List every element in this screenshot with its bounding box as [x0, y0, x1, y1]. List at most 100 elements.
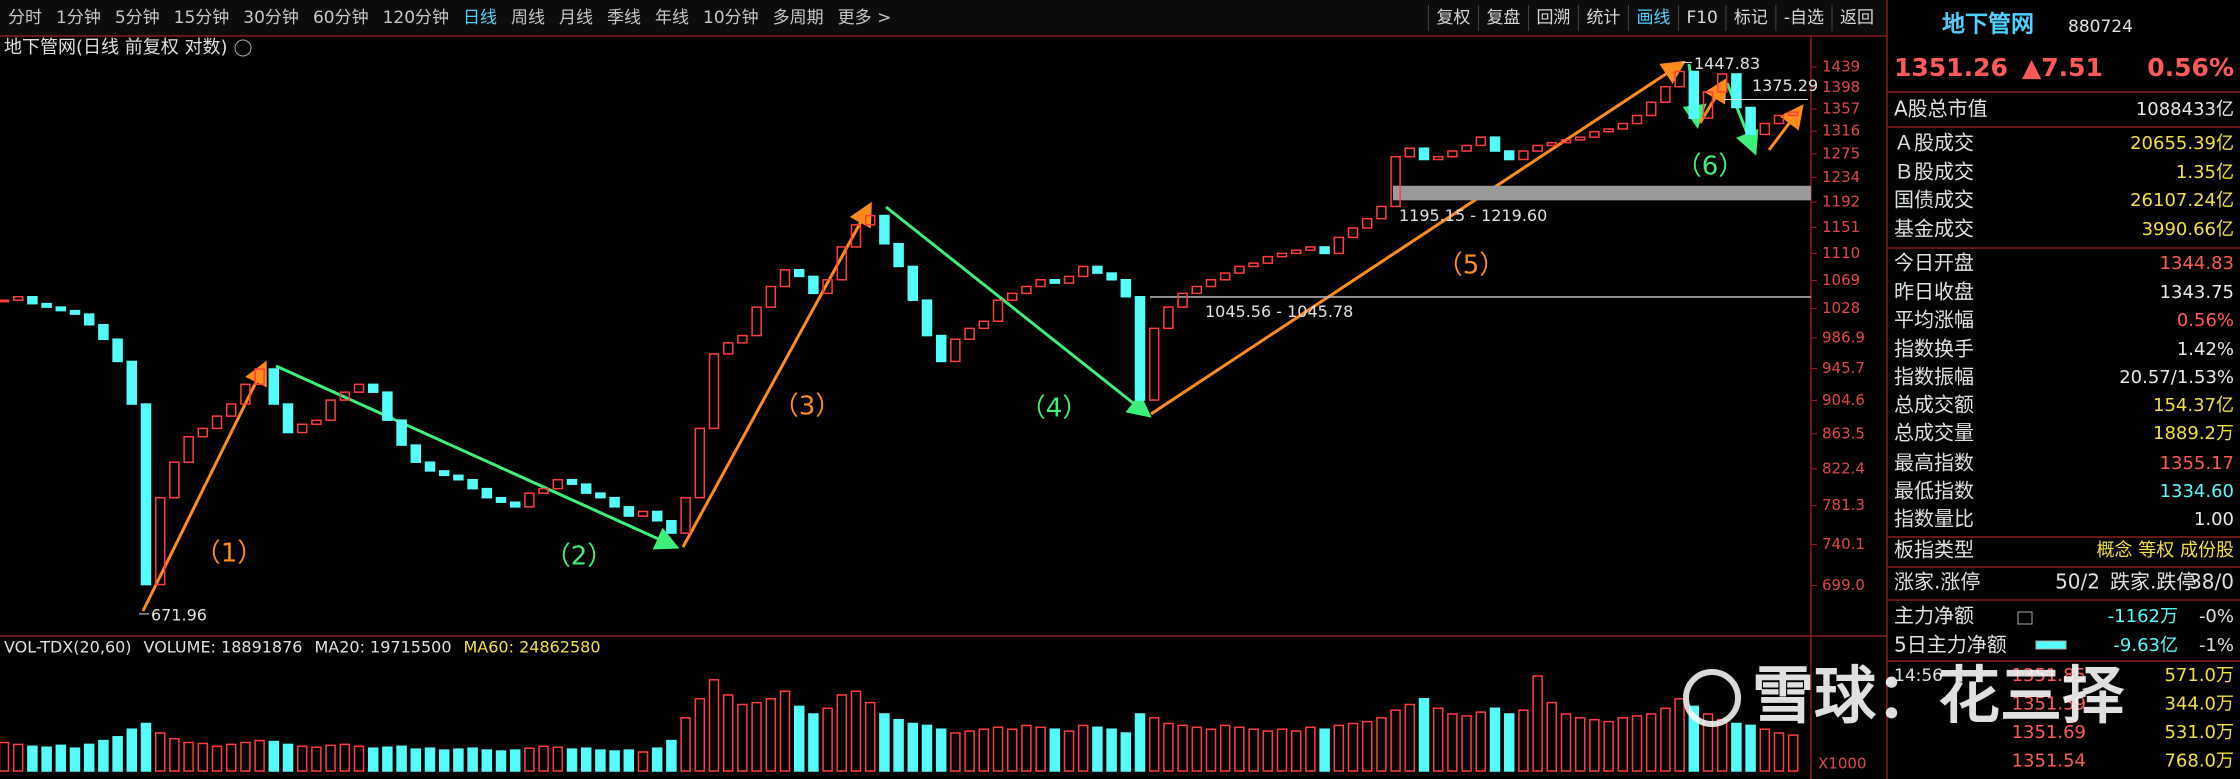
toolbar-button[interactable]: 回溯 [1536, 8, 1570, 28]
volume-bar [1148, 717, 1160, 772]
period-tab[interactable]: 分时 [8, 8, 42, 28]
toolbar-button[interactable]: 统计 [1586, 8, 1620, 28]
volume-bar [268, 740, 280, 772]
price-zone [1393, 185, 1811, 201]
flow-icon [2017, 611, 2033, 625]
volume-bar [0, 741, 10, 772]
candle [197, 427, 209, 438]
candle [1503, 150, 1515, 161]
volume-bar [1475, 711, 1487, 772]
volume-bar [112, 736, 123, 772]
volume-bar [240, 741, 251, 772]
candle [1177, 292, 1188, 308]
candle [509, 501, 521, 508]
candle [964, 327, 975, 340]
volume-bar [1333, 724, 1345, 772]
candle [779, 269, 791, 288]
candle [1049, 279, 1061, 284]
period-tab[interactable]: 5分钟 [115, 8, 160, 28]
volume-bar [254, 739, 265, 772]
period-tab[interactable]: 日线 [463, 8, 497, 28]
stat-label: 指数量比 [1894, 507, 1974, 531]
volume-bar [1205, 728, 1217, 772]
zone-label: 1195.15 - 1219.60 [1399, 206, 1547, 225]
volume-bar [211, 745, 223, 772]
stat-value: 1344.83 [2160, 253, 2234, 274]
y-tick-label: 1069 [1822, 271, 1860, 289]
candle [1461, 144, 1472, 152]
volume-bar [509, 749, 521, 772]
volume-bar [169, 737, 180, 772]
title-menu-icon[interactable] [234, 39, 252, 57]
price-zone [1150, 296, 1811, 298]
candle [1376, 205, 1387, 220]
trend-arrow [885, 205, 1152, 418]
period-tab[interactable]: 年线 [655, 8, 689, 28]
candle [552, 478, 564, 490]
stat-value: 1.00 [2194, 509, 2234, 530]
toolbar-button[interactable]: 复盘 [1486, 8, 1520, 28]
stat-label: 最高指数 [1894, 451, 1974, 475]
period-tab[interactable]: 15分钟 [174, 8, 230, 28]
volume-bar [1120, 732, 1132, 772]
candle [211, 415, 223, 430]
period-tab[interactable]: 更多 > [838, 8, 892, 28]
volume-bar [879, 713, 890, 772]
toolbar-button[interactable]: 画线 [1636, 8, 1670, 28]
toolbar-button[interactable]: F10 [1686, 8, 1717, 28]
period-tab[interactable]: 10分钟 [703, 8, 759, 28]
toolbar-button[interactable]: -自选 [1784, 8, 1824, 28]
period-tab[interactable]: 周线 [511, 8, 545, 28]
volume-bar [1191, 726, 1203, 772]
candle [580, 483, 592, 494]
candle [566, 478, 578, 485]
candle [694, 427, 706, 499]
candle [126, 360, 138, 405]
volume-bar [950, 732, 961, 772]
candle [240, 383, 251, 405]
candle [453, 474, 464, 481]
breadth-item: 跌家.跌停 [2110, 570, 2196, 594]
candle [140, 403, 152, 586]
toolbar-button[interactable]: 返回 [1840, 8, 1874, 28]
volume-bar [424, 747, 436, 772]
y-tick-label: 699.0 [1822, 576, 1865, 594]
volume-bar [467, 747, 478, 772]
watermark-logo [1683, 669, 1741, 727]
candle [1404, 147, 1416, 158]
candle [1518, 150, 1529, 161]
volume-bar [964, 730, 975, 772]
volume-bar [1532, 675, 1543, 772]
volume-bar [311, 746, 322, 772]
toolbar-button[interactable]: 复权 [1436, 8, 1470, 28]
volume-bar [935, 728, 947, 772]
flow-value: -1162万 [2108, 606, 2178, 627]
stat-value: 0.56% [2177, 310, 2234, 331]
period-tab[interactable]: 季线 [607, 8, 641, 28]
period-tab[interactable]: 月线 [559, 8, 593, 28]
volume-bar [1177, 724, 1188, 772]
volume-bar [1447, 713, 1458, 772]
tick-price: 1351.59 [2012, 694, 2086, 715]
volume-bar [637, 751, 649, 772]
period-tab[interactable]: 1分钟 [56, 8, 101, 28]
period-tab[interactable]: 多周期 [773, 8, 824, 28]
toolbar-button[interactable]: 标记 [1734, 8, 1768, 28]
candle [339, 391, 351, 401]
chart-title: 地下管网(日线 前复权 对数) [4, 37, 228, 58]
volume-bar [1077, 724, 1089, 772]
candle [1759, 122, 1771, 136]
candle [495, 496, 507, 503]
candle [1035, 279, 1046, 288]
stat-label: Ｂ股成交 [1894, 160, 1974, 184]
volume-bar [1134, 713, 1146, 772]
volume-bar [524, 747, 535, 772]
wave-label: （4） [1020, 394, 1089, 424]
volume-bar [1021, 724, 1032, 772]
period-tab[interactable]: 60分钟 [313, 8, 369, 28]
candle [921, 299, 933, 337]
period-tab[interactable]: 120分钟 [383, 8, 449, 28]
period-tab[interactable]: 30分钟 [243, 8, 299, 28]
candle [751, 306, 762, 337]
